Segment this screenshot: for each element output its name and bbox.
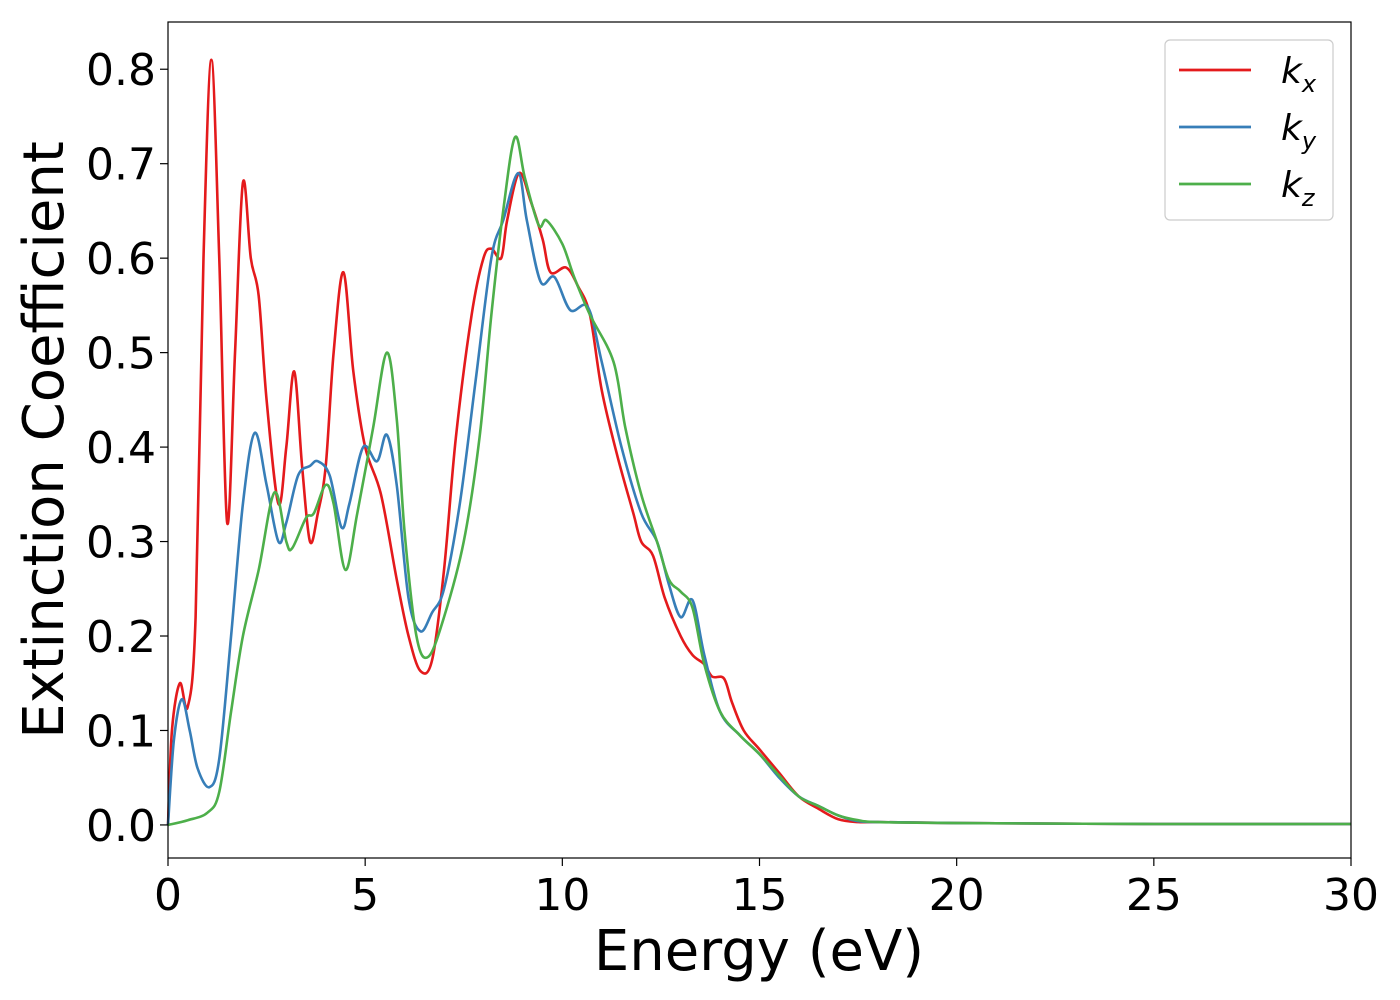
- y-tick-label: 0.2: [86, 612, 156, 663]
- x-axis: 0 5 10 15 20 25 30: [154, 858, 1379, 921]
- y-axis: 0.0 0.1 0.2 0.3 0.4 0.5 0.6 0.7 0.8: [86, 45, 168, 852]
- legend-label-k-x: kx: [1281, 51, 1317, 98]
- y-tick-label: 0.3: [86, 518, 156, 569]
- x-tick-label: 0: [154, 870, 182, 921]
- y-tick-label: 0.0: [86, 801, 156, 852]
- legend: kx ky kz: [1164, 39, 1334, 221]
- y-tick-label: 0.7: [86, 140, 156, 191]
- y-tick-label: 0.4: [86, 423, 156, 474]
- x-tick-label: 5: [351, 870, 379, 921]
- x-tick-label: 15: [732, 870, 788, 921]
- y-tick-label: 0.1: [86, 706, 156, 757]
- plot-lines: [166, 58, 1352, 827]
- y-tick-label: 0.8: [86, 45, 156, 96]
- series-line-k-y: [166, 171, 1352, 826]
- y-tick-label: 0.5: [86, 329, 156, 380]
- legend-label-k-z: kz: [1281, 165, 1316, 212]
- series-line-k-x: [166, 58, 1352, 826]
- x-tick-label: 10: [534, 870, 590, 921]
- x-tick-label: 25: [1126, 870, 1182, 921]
- x-tick-label: 20: [929, 870, 985, 921]
- x-axis-title: Energy (eV): [594, 919, 924, 984]
- y-axis-title: Extinction Coefficient: [12, 141, 77, 739]
- x-tick-label: 30: [1323, 870, 1379, 921]
- legend-box: [1164, 39, 1334, 221]
- y-tick-label: 0.6: [86, 234, 156, 285]
- legend-label-k-y: ky: [1281, 108, 1317, 155]
- series-line-k-z: [167, 135, 1352, 827]
